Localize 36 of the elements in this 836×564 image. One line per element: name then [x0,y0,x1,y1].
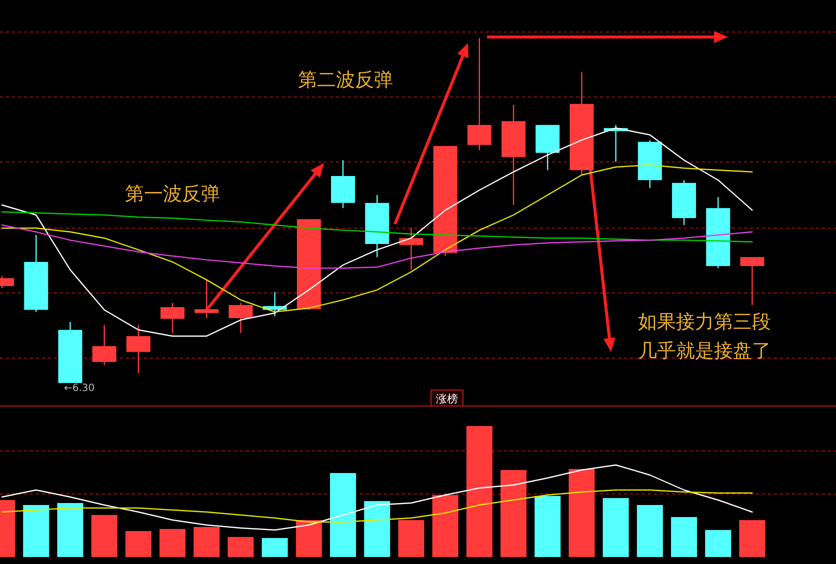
annotation: 几乎就是接盘了 [638,340,771,362]
bar [296,520,322,557]
bar [91,514,118,557]
bar [160,528,186,557]
candlestick [467,37,492,151]
bar [262,538,288,557]
annotation: ←6.30 [64,383,95,394]
bar [739,520,766,557]
bar [398,520,424,557]
bar [671,517,697,557]
bar [125,531,152,557]
annotation: 如果接力第三段 [638,311,771,333]
candlestick [399,227,424,270]
bar [194,527,220,557]
bar [602,498,629,557]
bar [636,504,663,557]
bar [500,470,526,557]
annotation: 第二波反弹 [298,69,393,91]
annotation: 第一波反弹 [125,183,220,205]
candlestick [740,256,764,306]
candlestick [228,302,253,334]
bar [228,536,254,557]
bar [23,504,50,557]
candlestick [194,279,219,319]
bar [705,530,732,557]
bar [364,501,390,557]
bar [466,426,492,557]
bar [432,495,458,557]
chart-title: 涨榜 [436,392,458,406]
candlestick [126,324,150,374]
bar [534,496,561,557]
candlestick [92,324,116,366]
bar [57,503,84,557]
bar [568,468,595,557]
bar [330,473,356,557]
candlestick [160,302,184,334]
